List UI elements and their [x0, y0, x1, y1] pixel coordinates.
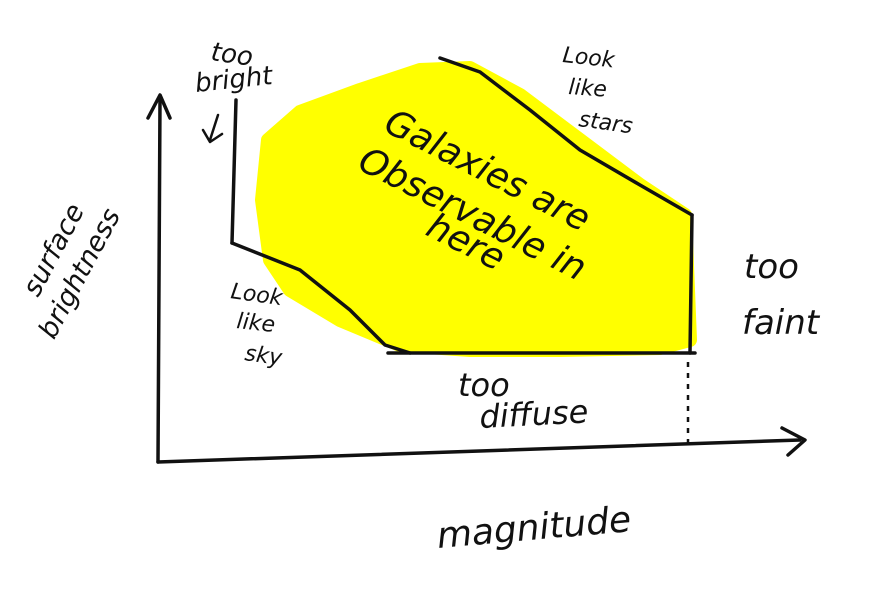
boundary-look-like-stars — [438, 56, 694, 217]
too-faint-label-line2: faint — [742, 303, 821, 343]
look-like-stars-label-line2: like — [568, 75, 608, 103]
y-axis-arrowhead — [146, 93, 172, 120]
x-axis — [156, 438, 802, 464]
too-diffuse-label-line2: diffuse — [478, 392, 589, 436]
too-faint-label-line1: too — [744, 247, 799, 287]
boundary-look-like-sky — [230, 241, 412, 355]
y-axis — [156, 98, 162, 464]
too-bright-label-line2: bright — [194, 61, 275, 99]
look-like-sky-label-line1: Look — [229, 279, 285, 311]
x-axis-label: magnitude — [435, 499, 633, 557]
too-diffuse-label-line1: too — [458, 366, 510, 404]
look-like-stars-label-line1: Look — [561, 43, 616, 73]
too-bright-arrow — [201, 113, 224, 144]
look-like-sky-label-line2: like — [235, 309, 276, 338]
look-like-stars-label-line3: stars — [577, 107, 634, 139]
x-axis-arrowhead — [780, 426, 807, 457]
too-bright-label-line1: too — [209, 37, 255, 73]
look-like-sky-label-line3: sky — [243, 341, 284, 371]
boundary-too-bright — [230, 98, 238, 245]
boundary-too-faint — [688, 213, 694, 355]
